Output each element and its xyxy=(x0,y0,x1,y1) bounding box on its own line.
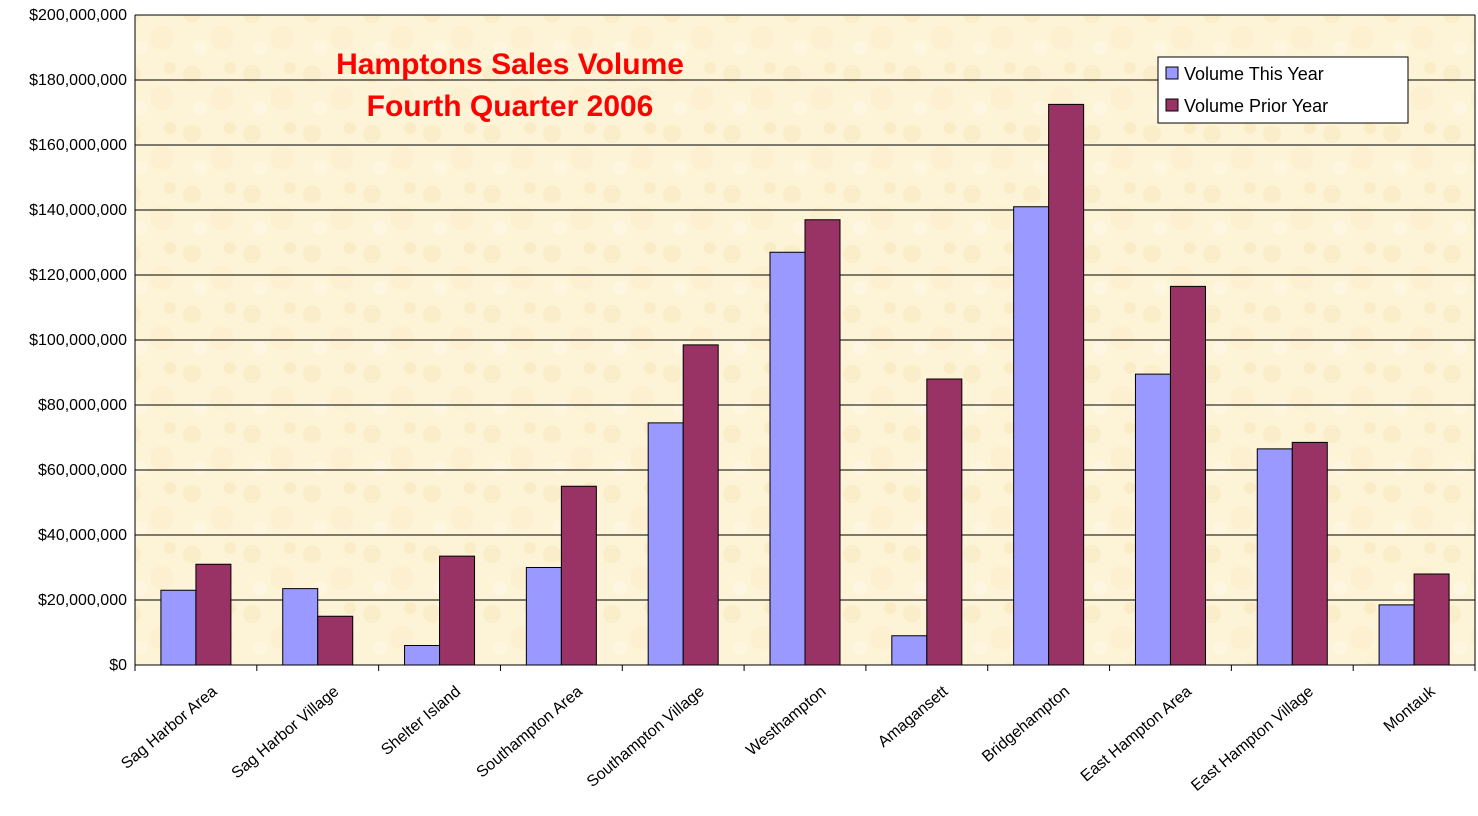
y-tick-label: $20,000,000 xyxy=(38,592,127,609)
legend-box xyxy=(1157,56,1409,124)
bar-this-year xyxy=(891,635,928,666)
x-axis-category-labels: Sag Harbor Area Sag Harbor Village Shelter… xyxy=(118,682,1439,794)
bar-prior-year xyxy=(195,563,232,666)
x-category-label: Westhampton xyxy=(743,683,829,759)
bar-prior-year xyxy=(926,378,963,666)
x-category-label: Shelter Island xyxy=(378,683,464,759)
bar-this-year xyxy=(160,589,197,666)
y-tick-label: $100,000,000 xyxy=(29,332,127,349)
bars xyxy=(160,103,1450,666)
x-category-label: Montauk xyxy=(1381,682,1440,735)
legend-label-this-year: Volume This Year xyxy=(1184,64,1324,84)
legend: Volume This Year Volume Prior Year xyxy=(1157,56,1409,124)
bar-this-year xyxy=(404,645,441,666)
bar-this-year xyxy=(1134,373,1171,666)
bar-prior-year xyxy=(1169,285,1206,666)
bar-prior-year xyxy=(804,219,841,666)
bar-prior-year xyxy=(1291,441,1328,666)
x-category-label: East Hampton Area xyxy=(1078,683,1195,785)
bar-this-year xyxy=(1378,604,1415,666)
y-tick-label: $180,000,000 xyxy=(29,72,127,89)
bar-this-year xyxy=(1256,448,1293,666)
x-category-label: Bridgehampton xyxy=(979,683,1073,766)
x-category-label: Southampton Village xyxy=(584,683,708,791)
chart-title: Hamptons Sales Volume Fourth Quarter 200… xyxy=(336,48,684,123)
bar-prior-year xyxy=(439,555,476,666)
y-tick-label: $160,000,000 xyxy=(29,137,127,154)
y-tick-label: $120,000,000 xyxy=(29,267,127,284)
y-tick-label: $40,000,000 xyxy=(38,527,127,544)
bar-this-year xyxy=(1013,206,1050,666)
y-tick-label: $60,000,000 xyxy=(38,462,127,479)
x-category-label: Sag Harbor Area xyxy=(118,683,220,773)
x-category-label: East Hampton Village xyxy=(1188,683,1317,795)
bar-this-year xyxy=(282,588,319,666)
y-tick-label: $140,000,000 xyxy=(29,202,127,219)
y-tick-label: $0 xyxy=(109,657,127,674)
legend-swatch-prior-year xyxy=(1165,98,1179,112)
chart-subtitle-line: Fourth Quarter 2006 xyxy=(367,90,654,123)
bar-this-year xyxy=(647,422,684,666)
bar-this-year xyxy=(525,567,562,666)
y-tick-label: $200,000,000 xyxy=(29,7,127,24)
axes xyxy=(134,14,1476,671)
bar-prior-year xyxy=(1413,573,1450,666)
y-tick-label: $80,000,000 xyxy=(38,397,127,414)
legend-swatch-this-year xyxy=(1165,66,1179,80)
bar-prior-year xyxy=(682,344,719,666)
x-category-label: Southampton Area xyxy=(473,683,586,781)
y-axis-tick-labels: $0 $20,000,000 $40,000,000 $60,000,000 $80,0… xyxy=(29,7,127,674)
bar-prior-year xyxy=(1048,103,1085,666)
bar-this-year xyxy=(769,251,806,666)
chart-title-line: Hamptons Sales Volume xyxy=(336,48,684,81)
legend-label-prior-year: Volume Prior Year xyxy=(1184,96,1328,116)
x-category-label: Sag Harbor Village xyxy=(229,683,343,782)
bar-prior-year xyxy=(317,615,354,666)
x-category-label: Amagansett xyxy=(875,683,952,751)
bar-prior-year xyxy=(560,485,597,666)
